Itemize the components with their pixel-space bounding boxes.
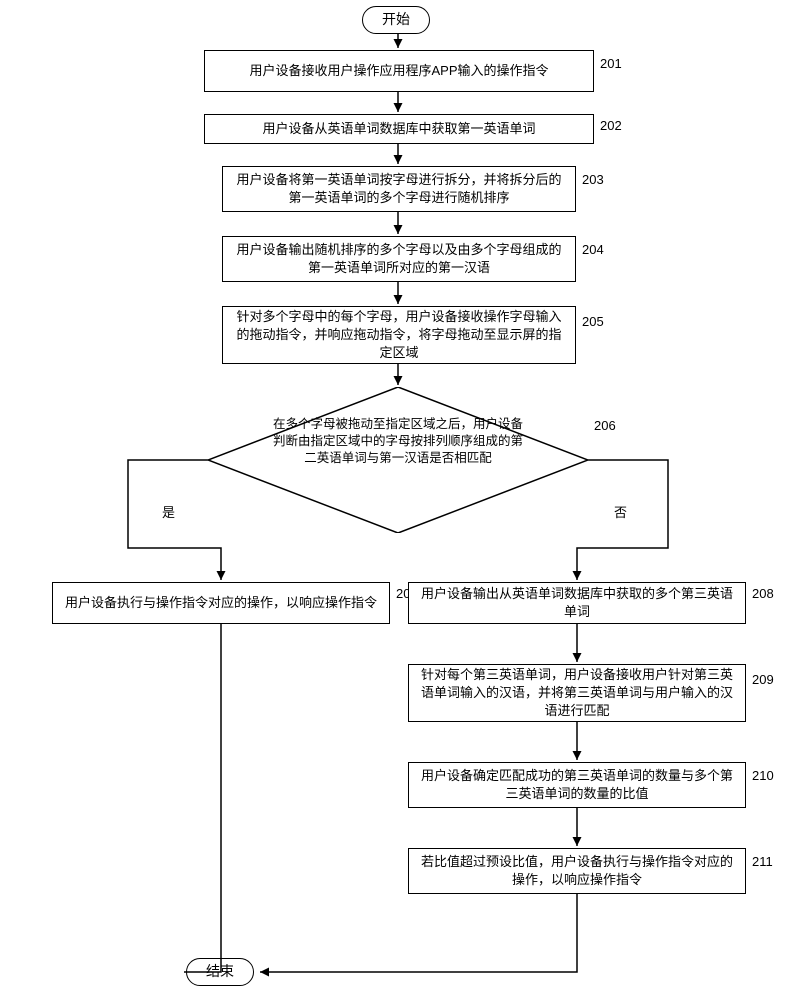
step-210-id: 210 xyxy=(752,768,774,783)
decision-206-id: 206 xyxy=(594,418,616,433)
end-terminal: 结束 xyxy=(186,958,254,986)
step-208-text: 用户设备输出从英语单词数据库中获取的多个第三英语单词 xyxy=(417,585,737,621)
step-204-id: 204 xyxy=(582,242,604,257)
start-terminal: 开始 xyxy=(362,6,430,34)
step-209-id: 209 xyxy=(752,672,774,687)
step-203-id: 203 xyxy=(582,172,604,187)
step-211-id: 211 xyxy=(752,854,773,869)
step-202-text: 用户设备从英语单词数据库中获取第一英语单词 xyxy=(262,120,535,138)
step-203: 用户设备将第一英语单词按字母进行拆分，并将拆分后的第一英语单词的多个字母进行随机… xyxy=(222,166,576,212)
step-208: 用户设备输出从英语单词数据库中获取的多个第三英语单词 xyxy=(408,582,746,624)
step-201-text: 用户设备接收用户操作应用程序APP输入的操作指令 xyxy=(249,62,548,80)
step-205-text: 针对多个字母中的每个字母，用户设备接收操作字母输入的拖动指令，并响应拖动指令，将… xyxy=(231,308,567,363)
step-211: 若比值超过预设比值，用户设备执行与操作指令对应的操作，以响应操作指令 xyxy=(408,848,746,894)
step-208-id: 208 xyxy=(752,586,774,601)
step-209-text: 针对每个第三英语单词，用户设备接收用户针对第三英语单词输入的汉语，并将第三英语单… xyxy=(417,666,737,721)
step-210-text: 用户设备确定匹配成功的第三英语单词的数量与多个第三英语单词的数量的比值 xyxy=(417,767,737,803)
step-204-text: 用户设备输出随机排序的多个字母以及由多个字母组成的第一英语单词所对应的第一汉语 xyxy=(231,241,567,277)
step-207: 用户设备执行与操作指令对应的操作，以响应操作指令 xyxy=(52,582,390,624)
step-207-text: 用户设备执行与操作指令对应的操作，以响应操作指令 xyxy=(65,594,377,612)
step-209: 针对每个第三英语单词，用户设备接收用户针对第三英语单词输入的汉语，并将第三英语单… xyxy=(408,664,746,722)
decision-206-text: 在多个字母被拖动至指定区域之后，用户设备判断由指定区域中的字母按排列顺序组成的第… xyxy=(268,416,528,467)
step-211-text: 若比值超过预设比值，用户设备执行与操作指令对应的操作，以响应操作指令 xyxy=(417,853,737,889)
step-204: 用户设备输出随机排序的多个字母以及由多个字母组成的第一英语单词所对应的第一汉语 xyxy=(222,236,576,282)
step-201-id: 201 xyxy=(600,56,622,71)
step-202-id: 202 xyxy=(600,118,622,133)
step-205-id: 205 xyxy=(582,314,604,329)
branch-no-label: 否 xyxy=(614,502,627,521)
step-203-text: 用户设备将第一英语单词按字母进行拆分，并将拆分后的第一英语单词的多个字母进行随机… xyxy=(231,171,567,207)
start-label: 开始 xyxy=(382,10,410,30)
branch-yes-label: 是 xyxy=(162,502,175,521)
step-205: 针对多个字母中的每个字母，用户设备接收操作字母输入的拖动指令，并响应拖动指令，将… xyxy=(222,306,576,364)
step-210: 用户设备确定匹配成功的第三英语单词的数量与多个第三英语单词的数量的比值 xyxy=(408,762,746,808)
end-label: 结束 xyxy=(206,962,234,982)
step-202: 用户设备从英语单词数据库中获取第一英语单词 xyxy=(204,114,594,144)
step-201: 用户设备接收用户操作应用程序APP输入的操作指令 xyxy=(204,50,594,92)
